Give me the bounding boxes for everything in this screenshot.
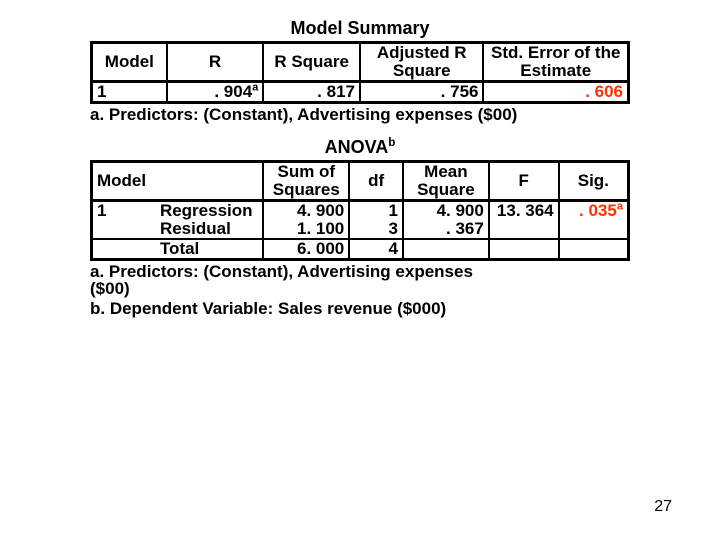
cell-label: Total bbox=[156, 239, 263, 259]
col-ss: Sum of Squares bbox=[263, 162, 349, 201]
cell-sig bbox=[559, 220, 629, 239]
cell-f bbox=[489, 239, 559, 259]
cell-f bbox=[489, 220, 559, 239]
cell-sig bbox=[559, 239, 629, 259]
anova-footnote-b: b. Dependent Variable: Sales revenue ($0… bbox=[90, 300, 450, 318]
col-blank bbox=[156, 162, 263, 201]
cell-df: 1 bbox=[349, 201, 403, 220]
cell-ss: 4. 900 bbox=[263, 201, 349, 220]
col-df: df bbox=[349, 162, 403, 201]
col-model2: Model bbox=[92, 162, 156, 201]
cell-model2 bbox=[92, 239, 156, 259]
anova-title-sup: b bbox=[388, 136, 395, 149]
cell-ms bbox=[403, 239, 489, 259]
cell-label: Regression bbox=[156, 201, 263, 220]
anova-table: Model Sum of Squares df Mean Square F Si… bbox=[90, 160, 630, 260]
cell-f: 13. 364 bbox=[489, 201, 559, 220]
col-f: F bbox=[489, 162, 559, 201]
sup-r: a bbox=[252, 81, 258, 93]
cell-ss: 1. 100 bbox=[263, 220, 349, 239]
cell-sig: . 035a bbox=[559, 201, 629, 220]
table-row: Total 6. 000 4 bbox=[92, 239, 629, 259]
sup-sig: a bbox=[617, 200, 623, 212]
cell-ss: 6. 000 bbox=[263, 239, 349, 259]
anova-title-text: ANOVA bbox=[325, 137, 389, 157]
cell-label: Residual bbox=[156, 220, 263, 239]
table-row: 1 . 904a . 817 . 756 . 606 bbox=[92, 81, 629, 102]
col-ms: Mean Square bbox=[403, 162, 489, 201]
model-summary-title: Model Summary bbox=[90, 18, 630, 39]
model-summary-footnote: a. Predictors: (Constant), Advertising e… bbox=[90, 106, 630, 124]
cell-rsq: . 817 bbox=[263, 81, 360, 102]
col-sig: Sig. bbox=[559, 162, 629, 201]
cell-model: 1 bbox=[92, 81, 167, 102]
cell-df: 3 bbox=[349, 220, 403, 239]
col-stderr: Std. Error of the Estimate bbox=[483, 43, 628, 82]
cell-stderr: . 606 bbox=[483, 81, 628, 102]
cell-model2: 1 bbox=[92, 201, 156, 220]
anova-footnote-a: a. Predictors: (Constant), Advertising e… bbox=[90, 263, 510, 299]
table-row: 1 Regression 4. 900 1 4. 900 13. 364 . 0… bbox=[92, 201, 629, 220]
cell-model2 bbox=[92, 220, 156, 239]
page-number: 27 bbox=[654, 498, 672, 516]
val-sig: . 035 bbox=[579, 201, 617, 220]
cell-r: . 904a bbox=[167, 81, 264, 102]
cell-ms: . 367 bbox=[403, 220, 489, 239]
cell-ms: 4. 900 bbox=[403, 201, 489, 220]
table-row: Residual 1. 100 3 . 367 bbox=[92, 220, 629, 239]
cell-df: 4 bbox=[349, 239, 403, 259]
model-summary-table: Model R R Square Adjusted R Square Std. … bbox=[90, 41, 630, 104]
col-rsq: R Square bbox=[263, 43, 360, 82]
col-r: R bbox=[167, 43, 264, 82]
col-adjrsq: Adjusted R Square bbox=[360, 43, 484, 82]
col-model: Model bbox=[92, 43, 167, 82]
anova-title: ANOVAb bbox=[90, 137, 630, 158]
val-r: . 904 bbox=[214, 82, 252, 101]
cell-adjrsq: . 756 bbox=[360, 81, 484, 102]
